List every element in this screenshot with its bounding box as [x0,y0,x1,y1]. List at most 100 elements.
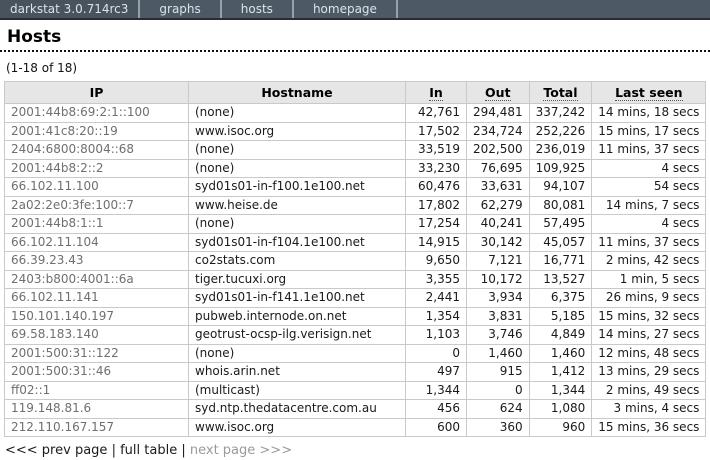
host-hostname: syd01s01-in-f100.1e100.net [188,177,406,197]
host-hostname: co2stats.com [188,251,406,271]
host-last-seen: 12 mins, 48 secs [591,343,707,363]
host-ip-link[interactable]: 2001:500:31::46 [4,362,189,382]
column-header-last-seen-sort[interactable]: Last seen [591,81,707,104]
host-ip-link[interactable]: 150.101.140.197 [4,306,189,326]
table-row: 2404:6800:8004::68 (none) 33,519 202,500… [4,140,707,160]
host-ip-link[interactable]: 2404:6800:8004::68 [4,140,189,160]
host-ip-link[interactable]: 119.148.81.6 [4,399,189,419]
host-hostname: tiger.tucuxi.org [188,269,406,289]
next-page-link-disabled: next page >>> [189,443,293,458]
host-hostname: pubweb.internode.on.net [188,306,406,326]
nav-divider [395,0,398,18]
column-header-in-sort[interactable]: In [405,81,467,104]
nav-tab-homepage[interactable]: homepage [312,2,377,16]
host-ip-link[interactable]: 2001:41c8:20::19 [4,121,189,141]
host-in-bytes: 0 [405,343,467,363]
host-total-bytes: 94,107 [528,177,593,197]
nav-tab-graphs[interactable]: graphs [159,2,201,16]
host-out-bytes: 7,121 [466,251,530,271]
host-ip-link[interactable]: ff02::1 [4,380,189,400]
host-in-bytes: 42,761 [405,103,467,123]
host-last-seen: 4 secs [591,214,707,234]
host-ip-link[interactable]: 2403:b800:4001::6a [4,269,189,289]
host-in-bytes: 9,650 [405,251,467,271]
host-hostname: (none) [188,343,406,363]
host-ip-link[interactable]: 66.102.11.100 [4,177,189,197]
table-row: 150.101.140.197 pubweb.internode.on.net … [4,306,707,326]
host-out-bytes: 360 [466,417,530,437]
host-last-seen: 15 mins, 36 secs [591,417,707,437]
page-title: Hosts [7,27,62,47]
host-hostname: whois.arin.net [188,362,406,382]
column-header-total-sort[interactable]: Total [528,81,593,104]
prev-page-link[interactable]: <<< prev page [5,443,108,458]
navbar-spacer [398,0,710,18]
host-ip-link[interactable]: 2001:500:31::122 [4,343,189,363]
table-row: 66.102.11.104 syd01s01-in-f104.1e100.net… [4,232,707,252]
nav-divider [219,0,222,18]
host-out-bytes: 30,142 [466,232,530,252]
host-hostname: syd01s01-in-f141.1e100.net [188,288,406,308]
host-hostname: (none) [188,214,406,234]
host-hostname: syd01s01-in-f104.1e100.net [188,232,406,252]
host-in-bytes: 17,502 [405,121,467,141]
host-last-seen: 3 mins, 4 secs [591,399,707,419]
host-hostname: syd.ntp.thedatacentre.com.au [188,399,406,419]
column-header-ip: IP [4,81,189,104]
host-total-bytes: 252,226 [528,121,593,141]
table-row: 2001:44b8:1::1 (none) 17,254 40,241 57,4… [4,214,707,234]
host-last-seen: 14 mins, 27 secs [591,325,707,345]
host-ip-link[interactable]: 69.58.183.140 [4,325,189,345]
host-ip-link[interactable]: 66.102.11.141 [4,288,189,308]
app-title: darkstat 3.0.714rc3 [0,0,139,18]
host-hostname: www.isoc.org [188,121,406,141]
table-row: 2001:44b8:69:2:1::100 (none) 42,761 294,… [4,103,707,123]
host-in-bytes: 17,802 [405,195,467,215]
full-table-link[interactable]: full table [120,443,178,458]
host-out-bytes: 76,695 [466,158,530,178]
table-row: 66.39.23.43 co2stats.com 9,650 7,121 16,… [4,251,707,271]
host-in-bytes: 600 [405,417,467,437]
host-total-bytes: 16,771 [528,251,593,271]
column-header-out-sort[interactable]: Out [466,81,530,104]
host-total-bytes: 6,375 [528,288,593,308]
host-total-bytes: 1,344 [528,380,593,400]
nav-tab-hosts[interactable]: hosts [240,2,273,16]
host-last-seen: 13 mins, 29 secs [591,362,707,382]
host-total-bytes: 109,925 [528,158,593,178]
host-ip-link[interactable]: 2001:44b8:1::1 [4,214,189,234]
host-out-bytes: 40,241 [466,214,530,234]
host-ip-link[interactable]: 66.102.11.104 [4,232,189,252]
hosts-table-header: IP Hostname In Out Total Last seen [4,81,707,104]
host-ip-link[interactable]: 212.110.167.157 [4,417,189,437]
pager-separator: | [111,443,116,458]
host-last-seen: 26 mins, 9 secs [591,288,707,308]
host-in-bytes: 14,915 [405,232,467,252]
table-row: 2a02:2e0:3fe:100::7 www.heise.de 17,802 … [4,195,707,215]
host-ip-link[interactable]: 2a02:2e0:3fe:100::7 [4,195,189,215]
host-in-bytes: 60,476 [405,177,467,197]
host-ip-link[interactable]: 66.39.23.43 [4,251,189,271]
host-ip-link[interactable]: 2001:44b8:69:2:1::100 [4,103,189,123]
host-in-bytes: 33,230 [405,158,467,178]
host-hostname: (none) [188,103,406,123]
table-row: 212.110.167.157 www.isoc.org 600 360 960… [4,417,707,437]
host-total-bytes: 337,242 [528,103,593,123]
host-total-bytes: 236,019 [528,140,593,160]
host-in-bytes: 497 [405,362,467,382]
host-total-bytes: 1,412 [528,362,593,382]
host-hostname: www.heise.de [188,195,406,215]
table-row: 2403:b800:4001::6a tiger.tucuxi.org 3,35… [4,269,707,289]
host-ip-link[interactable]: 2001:44b8:2::2 [4,158,189,178]
host-total-bytes: 960 [528,417,593,437]
host-last-seen: 15 mins, 17 secs [591,121,707,141]
host-total-bytes: 5,185 [528,306,593,326]
host-total-bytes: 80,081 [528,195,593,215]
host-out-bytes: 1,460 [466,343,530,363]
host-last-seen: 11 mins, 37 secs [591,140,707,160]
host-out-bytes: 3,831 [466,306,530,326]
host-in-bytes: 1,354 [405,306,467,326]
host-in-bytes: 1,103 [405,325,467,345]
host-out-bytes: 62,279 [466,195,530,215]
host-last-seen: 14 mins, 18 secs [591,103,707,123]
